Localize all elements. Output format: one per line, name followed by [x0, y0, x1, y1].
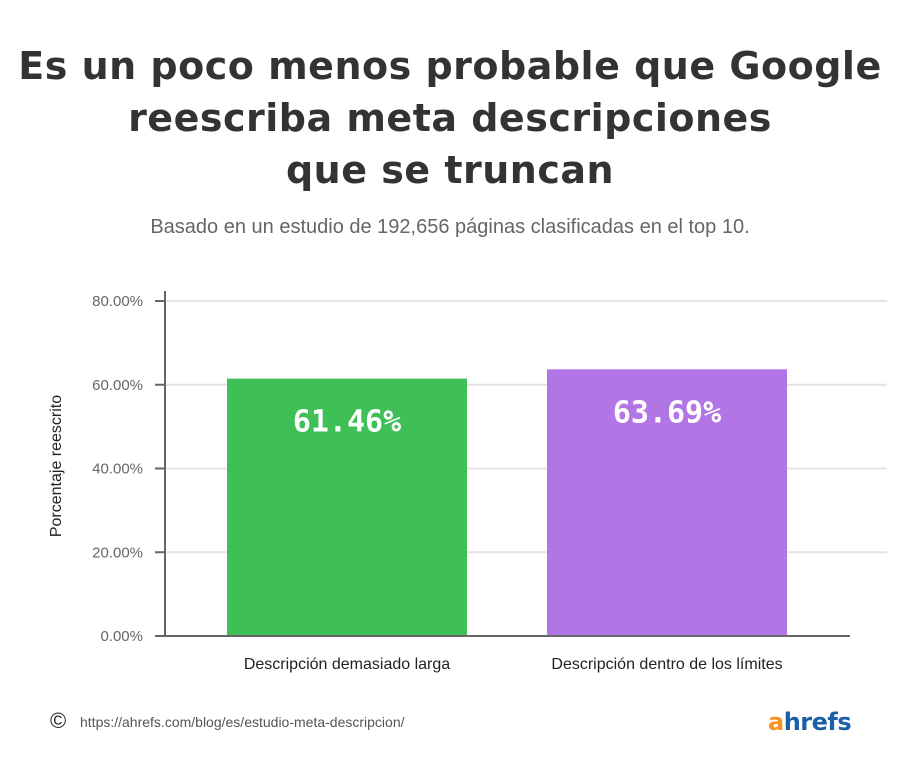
- data-label: 63.69%: [613, 395, 721, 430]
- ahrefs-logo: ahrefs: [768, 708, 852, 736]
- logo-a: a: [768, 708, 784, 736]
- data-label: 61.46%: [293, 405, 401, 440]
- y-tick-label: 60.00%: [92, 377, 143, 394]
- title-line-2: reescriba meta descripciones: [128, 96, 772, 140]
- title-line-1: Es un poco menos probable que Google: [18, 44, 882, 88]
- source-url: https://ahrefs.com/blog/es/estudio-meta-…: [80, 714, 405, 730]
- title-line-3: que se truncan: [285, 148, 615, 192]
- x-tick-label: Descripción demasiado larga: [244, 656, 450, 673]
- x-tick-label: Descripción dentro de los límites: [551, 656, 782, 673]
- chart-subtitle: Basado en un estudio de 192,656 páginas …: [150, 216, 750, 238]
- y-tick-label: 0.00%: [100, 628, 143, 645]
- y-tick-label: 80.00%: [92, 293, 143, 310]
- chart-title: Es un poco menos probable que Google ree…: [0, 40, 900, 196]
- bar: [547, 369, 787, 636]
- logo-rest: hrefs: [783, 708, 852, 736]
- copyright-icon: ©: [50, 708, 67, 733]
- y-tick-label: 40.00%: [92, 461, 143, 478]
- bar-chart: 0.00% 20.00% 40.00% 60.00% 80.00% 61.46% Descr…: [48, 291, 887, 673]
- y-axis-label: Porcentaje reescrito: [48, 395, 65, 537]
- y-tick-label: 20.00%: [92, 544, 143, 561]
- bar: [227, 378, 467, 636]
